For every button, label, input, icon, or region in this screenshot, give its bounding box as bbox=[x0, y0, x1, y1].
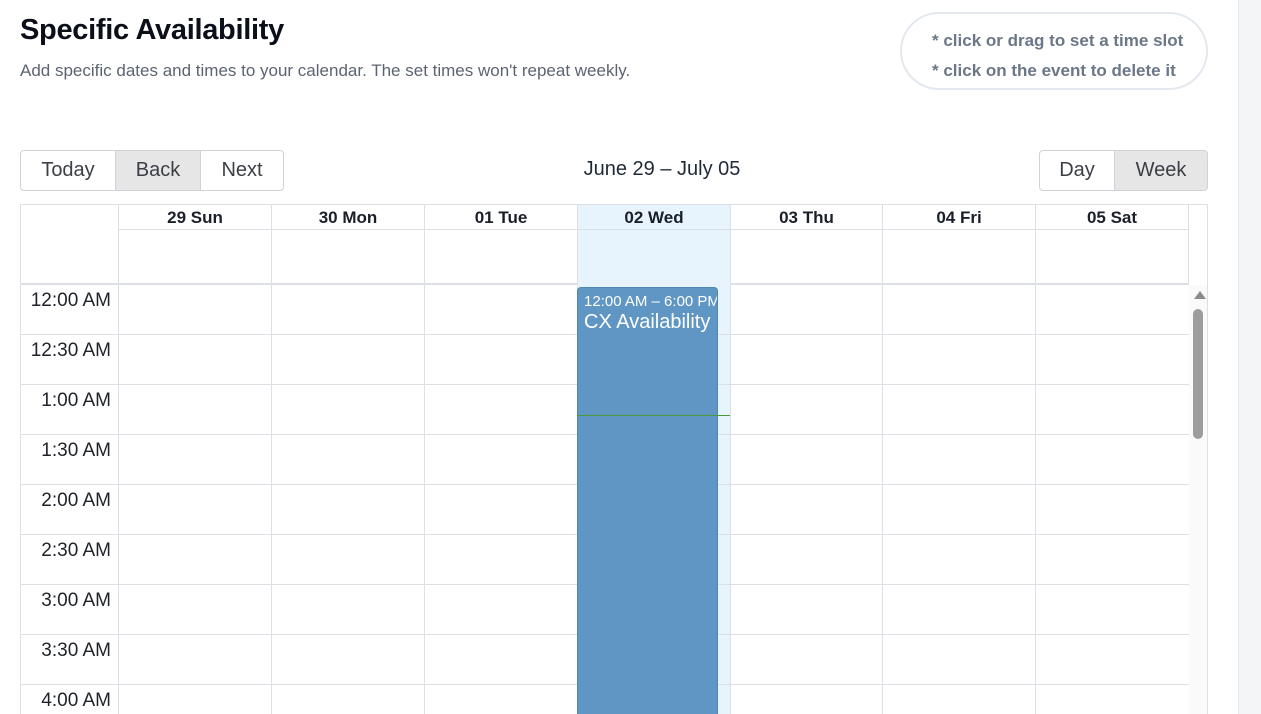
page-title: Specific Availability bbox=[20, 14, 284, 46]
next-button[interactable]: Next bbox=[201, 150, 284, 191]
day-header-label: 29 Sun bbox=[119, 205, 271, 230]
week-calendar: 29 Sun 30 Mon 01 Tue 02 Wed 03 Thu 04 Fr… bbox=[20, 204, 1208, 714]
time-slot-row[interactable]: 4:00 AM bbox=[21, 685, 1189, 714]
view-button-group: Day Week bbox=[1039, 150, 1208, 191]
time-label: 4:00 AM bbox=[21, 685, 119, 714]
calendar-scrollbar[interactable] bbox=[1189, 285, 1207, 714]
scroll-up-arrow-icon[interactable] bbox=[1194, 291, 1206, 299]
time-label: 2:30 AM bbox=[21, 535, 119, 585]
time-label: 2:00 AM bbox=[21, 485, 119, 535]
day-header-label: 30 Mon bbox=[272, 205, 424, 230]
day-header-thu[interactable]: 03 Thu bbox=[731, 205, 883, 285]
today-button[interactable]: Today bbox=[20, 150, 116, 191]
availability-event[interactable]: 12:00 AM – 6:00 PM CX Availability bbox=[577, 287, 718, 714]
day-header-sat[interactable]: 05 Sat bbox=[1036, 205, 1189, 285]
time-label: 1:30 AM bbox=[21, 435, 119, 485]
column-divider bbox=[1035, 285, 1036, 714]
day-header-label: 05 Sat bbox=[1036, 205, 1188, 230]
hint-set-slot: * click or drag to set a time slot bbox=[932, 31, 1184, 50]
time-label: 3:30 AM bbox=[21, 635, 119, 685]
day-header-sun[interactable]: 29 Sun bbox=[119, 205, 272, 285]
column-divider bbox=[424, 285, 425, 714]
event-title: CX Availability bbox=[584, 311, 711, 333]
page-subtitle: Add specific dates and times to your cal… bbox=[20, 61, 631, 80]
back-button[interactable]: Back bbox=[116, 150, 201, 191]
time-label: 1:00 AM bbox=[21, 385, 119, 435]
calendar-header-row: 29 Sun 30 Mon 01 Tue 02 Wed 03 Thu 04 Fr… bbox=[21, 205, 1189, 285]
time-label: 3:00 AM bbox=[21, 585, 119, 635]
time-label: 12:00 AM bbox=[21, 285, 119, 335]
event-time: 12:00 AM – 6:00 PM bbox=[584, 293, 718, 310]
time-grid[interactable]: 12:00 AM 12:30 AM 1:00 AM 1:30 AM 2:00 A… bbox=[21, 285, 1189, 714]
scroll-thumb[interactable] bbox=[1193, 309, 1203, 439]
day-header-fri[interactable]: 04 Fri bbox=[883, 205, 1036, 285]
current-time-indicator bbox=[577, 415, 730, 416]
navigation-button-group: Today Back Next bbox=[20, 150, 284, 191]
time-gutter-header bbox=[21, 205, 119, 285]
week-view-button[interactable]: Week bbox=[1115, 150, 1208, 191]
day-view-button[interactable]: Day bbox=[1039, 150, 1115, 191]
column-divider bbox=[882, 285, 883, 714]
time-label: 12:30 AM bbox=[21, 335, 119, 385]
day-header-tue[interactable]: 01 Tue bbox=[425, 205, 578, 285]
column-divider bbox=[730, 285, 731, 714]
day-header-mon[interactable]: 30 Mon bbox=[272, 205, 425, 285]
day-header-label: 03 Thu bbox=[731, 205, 882, 230]
day-header-label: 01 Tue bbox=[425, 205, 577, 230]
column-divider bbox=[271, 285, 272, 714]
page-scrollbar-area bbox=[1238, 0, 1261, 714]
day-header-wed[interactable]: 02 Wed bbox=[578, 205, 731, 285]
instructions-box: * click or drag to set a time slot * cli… bbox=[900, 12, 1208, 90]
hint-delete-event: * click on the event to delete it bbox=[932, 61, 1176, 80]
day-header-label: 04 Fri bbox=[883, 205, 1035, 230]
date-range-label: June 29 – July 05 bbox=[583, 158, 741, 180]
day-header-label: 02 Wed bbox=[578, 205, 730, 230]
